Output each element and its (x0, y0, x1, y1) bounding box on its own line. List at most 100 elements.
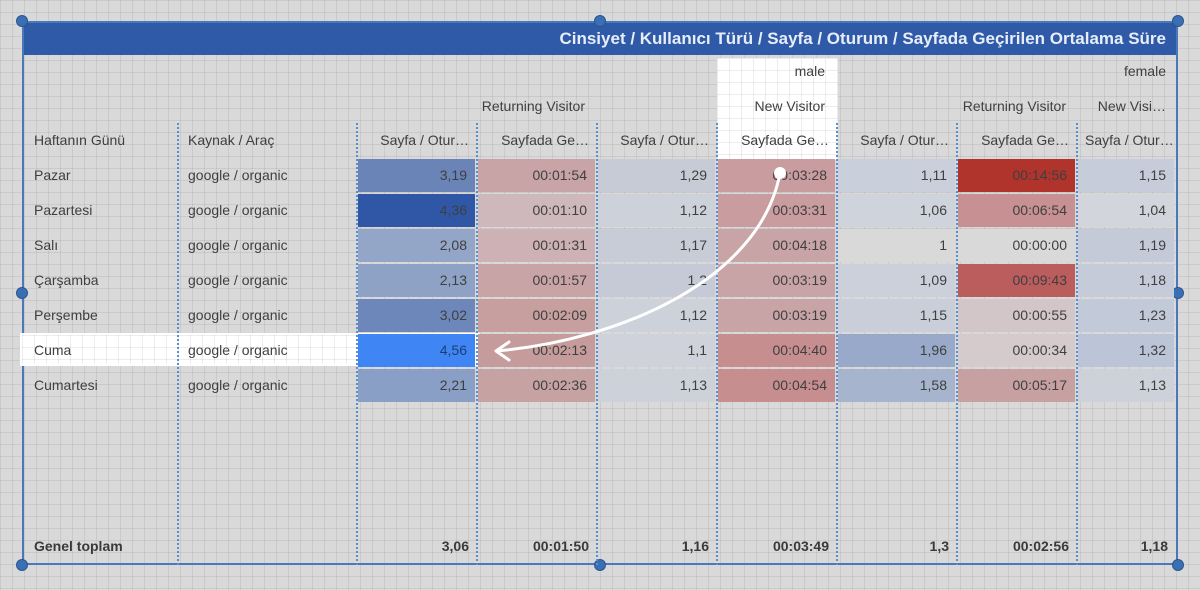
metric-cell: 1,17 (598, 229, 715, 262)
user-type-header: New Visi… (1097, 98, 1166, 114)
column-divider (476, 123, 478, 565)
pivot-table-frame[interactable]: Cinsiyet / Kullanıcı Türü / Sayfa / Otur… (22, 21, 1178, 565)
metric-cell: 2,21 (358, 369, 475, 402)
column-divider (177, 123, 179, 565)
metric-cell: 4,36 (358, 194, 475, 227)
column-header[interactable]: Sayfa / Otur… (860, 132, 949, 148)
column-divider (956, 123, 958, 565)
resize-handle[interactable] (594, 15, 606, 27)
metric-cell: 1,12 (598, 299, 715, 332)
metric-cell: 00:04:40 (718, 334, 835, 367)
metric-cell: 3,19 (358, 159, 475, 192)
metric-cell: 00:00:55 (958, 299, 1075, 332)
row-day-cell: Pazar (34, 167, 71, 183)
metric-cell: 00:03:19 (718, 264, 835, 297)
user-type-header: New Visitor (754, 98, 825, 114)
column-divider (356, 123, 358, 565)
metric-cell: 00:09:43 (958, 264, 1075, 297)
metric-cell: 1,15 (838, 299, 955, 332)
totals-cell: 1,16 (681, 538, 709, 554)
metric-cell: 00:01:31 (478, 229, 595, 262)
metric-cell: 1,96 (838, 334, 955, 367)
metric-cell: 1,13 (598, 369, 715, 402)
metric-cell: 00:01:57 (478, 264, 595, 297)
row-source-cell: google / organic (188, 202, 288, 218)
metric-cell: 00:01:54 (478, 159, 595, 192)
row-day-cell: Çarşamba (34, 272, 99, 288)
metric-cell: 1,11 (838, 159, 955, 192)
metric-cell: 1,2 (598, 264, 715, 297)
column-header[interactable]: Sayfa / Otur… (1085, 132, 1174, 148)
row-source-cell: google / organic (188, 167, 288, 183)
resize-handle[interactable] (16, 559, 28, 571)
metric-cell: 1,58 (838, 369, 955, 402)
totals-cell: 1,18 (1140, 538, 1168, 554)
metric-cell: 1,1 (598, 334, 715, 367)
totals-cell: 3,06 (441, 538, 469, 554)
metric-cell: 3,02 (358, 299, 475, 332)
row-source-cell: google / organic (188, 272, 288, 288)
user-type-header: Returning Visitor (962, 98, 1066, 114)
row-source-cell: google / organic (188, 237, 288, 253)
chart-title: Cinsiyet / Kullanıcı Türü / Sayfa / Otur… (24, 23, 1176, 55)
metric-cell: 00:00:00 (958, 229, 1075, 262)
column-divider (836, 123, 838, 565)
resize-handle[interactable] (16, 15, 28, 27)
totals-cell: 00:02:56 (1012, 538, 1069, 554)
metric-cell: 1,13 (1078, 369, 1174, 402)
metric-cell: 00:02:13 (478, 334, 595, 367)
metric-cell: 2,08 (358, 229, 475, 262)
row-day-cell: Pazartesi (34, 202, 93, 218)
metric-cell: 00:03:19 (718, 299, 835, 332)
gender-header: female (1123, 63, 1166, 79)
resize-handle[interactable] (1172, 15, 1184, 27)
column-header[interactable]: Sayfa / Otur… (620, 132, 709, 148)
metric-cell: 1,06 (838, 194, 955, 227)
row-day-cell: Perşembe (34, 307, 98, 323)
column-header[interactable]: Sayfada Ge… (981, 132, 1069, 148)
metric-cell: 1,18 (1078, 264, 1174, 297)
metric-cell: 00:02:36 (478, 369, 595, 402)
column-header[interactable]: Sayfada Ge… (501, 132, 589, 148)
metric-cell: 00:06:54 (958, 194, 1075, 227)
column-header[interactable]: Sayfa / Otur… (380, 132, 469, 148)
resize-handle[interactable] (16, 287, 28, 299)
metric-cell: 2,13 (358, 264, 475, 297)
column-header[interactable]: Sayfada Ge… (741, 132, 829, 148)
metric-cell: 00:00:34 (958, 334, 1075, 367)
resize-handle[interactable] (1172, 559, 1184, 571)
metric-cell: 1,32 (1078, 334, 1174, 367)
metric-cell: 1,29 (598, 159, 715, 192)
totals-label: Genel toplam (34, 538, 123, 554)
metric-cell: 1,09 (838, 264, 955, 297)
metric-cell: 1,19 (1078, 229, 1174, 262)
column-header[interactable]: Haftanın Günü (34, 132, 126, 148)
metric-cell: 1,04 (1078, 194, 1174, 227)
metric-cell: 4,56 (358, 334, 475, 367)
metric-cell: 00:03:31 (718, 194, 835, 227)
gender-header: male (794, 63, 825, 79)
metric-cell: 00:04:18 (718, 229, 835, 262)
column-divider (1076, 123, 1078, 565)
metric-cell: 00:03:28 (718, 159, 835, 192)
metric-cell: 1 (838, 229, 955, 262)
user-type-header: Returning Visitor (481, 98, 585, 114)
metric-cell: 1,23 (1078, 299, 1174, 332)
column-header[interactable]: Kaynak / Araç (188, 132, 275, 148)
metric-cell: 00:04:54 (718, 369, 835, 402)
metric-cell: 1,15 (1078, 159, 1174, 192)
row-day-cell: Cuma (34, 342, 72, 358)
totals-cell: 00:03:49 (772, 538, 829, 554)
row-source-cell: google / organic (188, 377, 288, 393)
metric-cell: 00:14:56 (958, 159, 1075, 192)
totals-cell: 1,3 (929, 538, 949, 554)
row-source-cell: google / organic (188, 307, 288, 323)
metric-cell: 00:05:17 (958, 369, 1075, 402)
metric-cell: 00:02:09 (478, 299, 595, 332)
metric-cell: 00:01:10 (478, 194, 595, 227)
row-source-cell: google / organic (188, 342, 288, 358)
male-header-highlight (717, 58, 838, 160)
row-day-cell: Cumartesi (34, 377, 98, 393)
metric-cell: 1,12 (598, 194, 715, 227)
totals-cell: 00:01:50 (532, 538, 589, 554)
